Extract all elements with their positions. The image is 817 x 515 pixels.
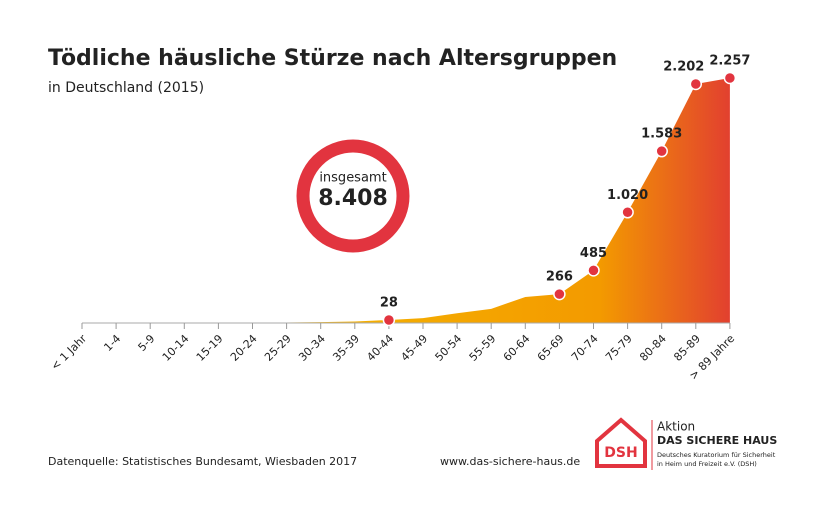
x-tick-label: 50-54 bbox=[433, 332, 465, 364]
value-label: 2.257 bbox=[709, 54, 750, 69]
value-label: 266 bbox=[546, 270, 573, 285]
x-tick-label: 45-49 bbox=[398, 332, 430, 364]
data-point bbox=[553, 287, 566, 301]
x-tick-label: 1-4 bbox=[101, 332, 123, 354]
x-tick-label: 80-84 bbox=[637, 332, 669, 364]
total-value: 8.408 bbox=[318, 186, 388, 211]
total-ring bbox=[296, 139, 410, 253]
logo-line2: DAS SICHERE HAUS bbox=[657, 434, 777, 447]
data-point bbox=[655, 144, 668, 158]
logo-line3: Deutsches Kuratorium für Sicherheit bbox=[657, 451, 776, 459]
x-tick-label: < 1 Jahr bbox=[48, 332, 89, 373]
x-tick-label: 60-64 bbox=[501, 332, 533, 364]
data-point bbox=[723, 71, 737, 85]
x-tick-label: 10-14 bbox=[160, 332, 192, 364]
chart-subtitle: in Deutschland (2015) bbox=[48, 80, 204, 96]
x-tick-label: 25-29 bbox=[262, 332, 294, 364]
value-label: 1.583 bbox=[641, 127, 682, 142]
x-tick-label: 15-19 bbox=[194, 332, 226, 364]
data-point bbox=[621, 206, 634, 219]
data-point bbox=[587, 264, 600, 277]
logo-line1: Aktion bbox=[657, 420, 695, 434]
data-point bbox=[689, 77, 703, 91]
x-tick-label: 75-79 bbox=[603, 332, 635, 364]
x-tick-label: 5-9 bbox=[136, 332, 158, 354]
value-label: 485 bbox=[580, 246, 607, 261]
x-tick-label: 70-74 bbox=[569, 332, 601, 364]
x-tick-label: 20-24 bbox=[228, 332, 260, 364]
data-point bbox=[382, 313, 396, 327]
x-tick-label: 65-69 bbox=[535, 332, 567, 364]
logo-line4: in Heim und Freizeit e.V. (DSH) bbox=[657, 460, 757, 468]
value-label: 2.202 bbox=[663, 59, 704, 74]
area bbox=[82, 78, 730, 323]
chart-title: Tödliche häusliche Stürze nach Altersgru… bbox=[48, 46, 617, 71]
source: Datenquelle: Statistisches Bundesamt, Wi… bbox=[48, 455, 357, 468]
x-tick-label: 55-59 bbox=[467, 332, 499, 364]
value-label: 28 bbox=[380, 295, 398, 310]
logo-mark: DSH bbox=[604, 445, 637, 461]
total-label: insgesamt bbox=[319, 171, 386, 186]
x-tick-label: 40-44 bbox=[364, 332, 396, 364]
x-tick-label: 85-89 bbox=[671, 332, 703, 364]
value-label: 1.020 bbox=[607, 188, 648, 203]
website: www.das-sichere-haus.de bbox=[440, 455, 580, 468]
x-tick-label: 35-39 bbox=[330, 332, 362, 364]
logo-house bbox=[595, 417, 647, 468]
logo: DSH Aktion DAS SICHERE HAUS Deutsches Ku… bbox=[595, 417, 777, 470]
x-tick-label: 30-34 bbox=[296, 332, 328, 364]
